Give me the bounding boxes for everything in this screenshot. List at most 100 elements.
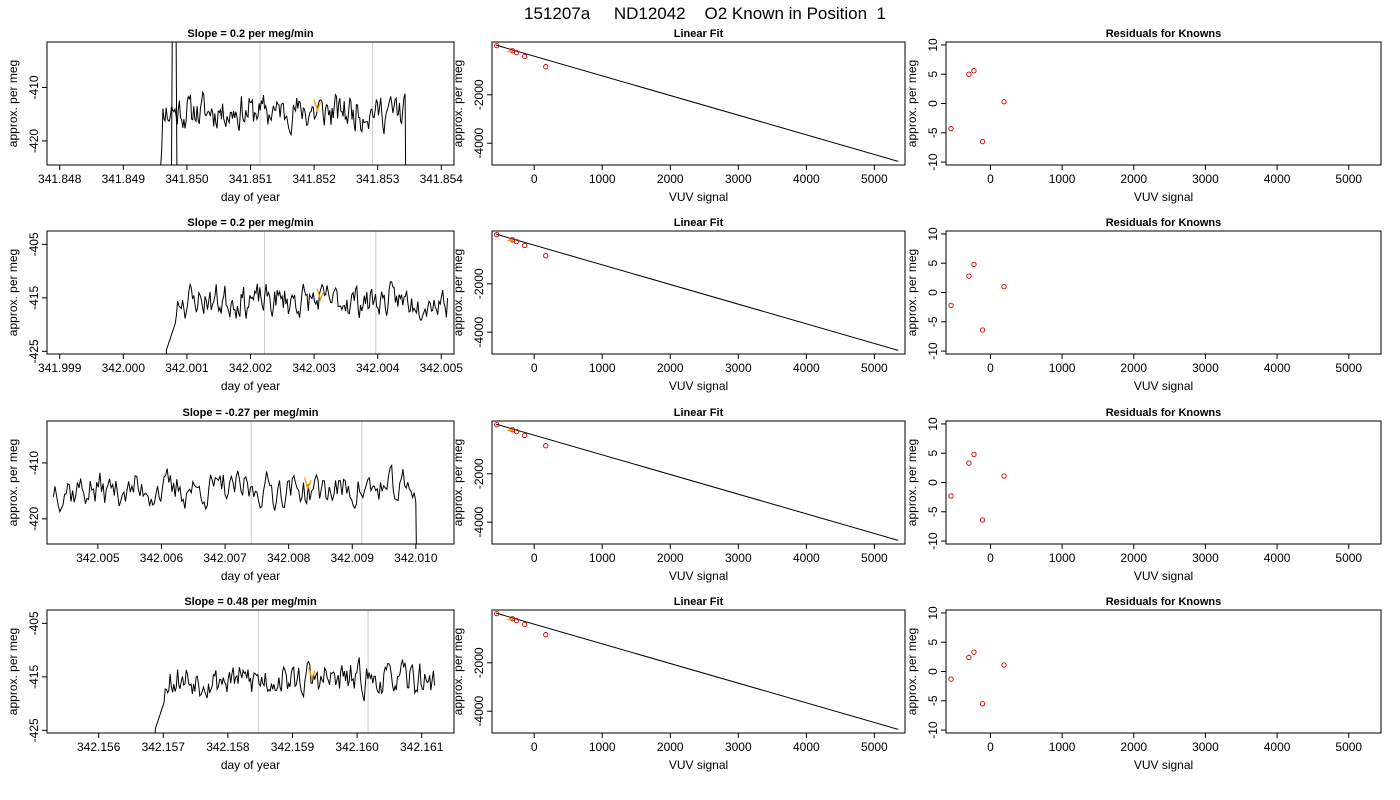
data-point (494, 610, 500, 617)
x-tick-label: 342.160 (335, 740, 379, 754)
x-tick-label: 0 (987, 740, 994, 754)
data-point (522, 621, 528, 628)
data-point (522, 242, 528, 249)
residual-point (979, 327, 986, 333)
residual-point (1001, 473, 1007, 479)
residual-point (948, 493, 954, 499)
y-tick-label: 10 (926, 417, 940, 431)
x-tick-label: 1000 (589, 740, 616, 754)
residual-point (979, 138, 986, 145)
panel-title: Slope = 0.48 per meg/min (184, 596, 317, 608)
highlight-trace (313, 99, 322, 113)
data-point (543, 253, 549, 259)
x-tick-label: 342.003 (292, 361, 336, 375)
x-tick-label: 3000 (725, 361, 752, 375)
data-point (543, 443, 549, 449)
x-tick-label: 2000 (657, 361, 684, 375)
panel-title: Residuals for Knowns (1106, 596, 1222, 608)
x-tick-label: 4000 (1264, 740, 1291, 754)
plot-area (494, 231, 899, 351)
x-tick-label: 5000 (861, 361, 888, 375)
y-tick-label: 0 (926, 100, 940, 107)
y-tick-label: 0 (926, 668, 940, 675)
x-tick-label: 342.156 (77, 740, 121, 754)
y-tick-label: -410 (27, 451, 41, 475)
x-tick-label: 2000 (1120, 740, 1147, 754)
y-axis-label: approx. per meg (6, 439, 20, 526)
x-tick-label: 5000 (861, 172, 888, 186)
x-tick-label: 5000 (1335, 361, 1362, 375)
x-tick-label: 342.005 (420, 361, 464, 375)
plot-frame (945, 609, 1382, 734)
data-point (513, 50, 520, 56)
x-tick-label: 341.850 (165, 172, 209, 186)
residual-point (966, 71, 972, 77)
y-tick-label: -4000 (472, 317, 486, 348)
data-point (522, 432, 528, 439)
y-tick-label: 10 (926, 606, 940, 620)
y-axis-label: approx. per meg (6, 628, 20, 715)
x-tick-label: 5000 (1335, 172, 1362, 186)
panel-title: Slope = -0.27 per meg/min (182, 407, 318, 419)
fit-line (495, 44, 899, 162)
plot-frame (945, 41, 1382, 166)
x-tick-label: 2000 (1120, 551, 1147, 565)
residual-point (948, 126, 954, 132)
residual-point (971, 68, 977, 74)
fit-line (495, 612, 899, 730)
plot-area (160, 42, 407, 165)
x-tick-label: 0 (987, 172, 994, 186)
x-tick-label: 342.007 (203, 551, 247, 565)
plot-frame (46, 420, 455, 545)
data-point (522, 53, 528, 60)
main-title: 151207a ND12042 O2 Known in Position 1 (524, 4, 886, 23)
x-tick-label: 1000 (1049, 551, 1076, 565)
y-tick-label: 0 (926, 479, 940, 486)
y-tick-label: 0 (926, 289, 940, 296)
x-tick-label: 342.157 (142, 740, 186, 754)
plot-area (948, 649, 1007, 707)
panel-title: Linear Fit (674, 217, 724, 229)
x-axis-label: day of year (221, 569, 280, 583)
y-axis-label: approx. per meg (451, 439, 465, 526)
panel-title: Residuals for Knowns (1106, 217, 1222, 229)
y-tick-label: -420 (27, 507, 41, 531)
panel-title: Residuals for Knowns (1106, 28, 1222, 40)
x-tick-label: 0 (531, 172, 538, 186)
plot-frame (46, 41, 455, 166)
y-tick-label: -410 (27, 75, 41, 99)
chart-panel-0-0: Slope = 0.2 per meg/min 341.848 341.849 341… (6, 28, 463, 204)
data-trace (52, 463, 417, 544)
chart-panel-3-2: Residuals for Knowns 0 1000 2000 3000 4000 500… (905, 596, 1382, 772)
y-axis-label: approx. per meg (905, 628, 919, 715)
chart-panel-3-1: Linear Fit 0 1000 2000 3000 4000 5000 -2000 -400… (451, 596, 906, 772)
x-tick-label: 4000 (793, 740, 820, 754)
x-tick-label: 2000 (657, 551, 684, 565)
x-axis-label: VUV signal (669, 190, 728, 204)
panel-title: Residuals for Knowns (1106, 407, 1222, 419)
x-tick-label: 0 (531, 551, 538, 565)
y-axis-label: approx. per meg (6, 60, 20, 147)
x-tick-label: 1000 (589, 551, 616, 565)
y-tick-label: -415 (27, 665, 41, 689)
x-tick-label: 342.001 (165, 361, 209, 375)
y-tick-label: -425 (27, 718, 41, 742)
y-tick-label: -10 (926, 153, 940, 171)
data-point (494, 42, 500, 49)
x-tick-label: 341.851 (229, 172, 273, 186)
x-axis-label: day of year (221, 190, 280, 204)
highlight-trace (316, 288, 325, 302)
x-tick-label: 342.006 (140, 551, 184, 565)
chart-panel-2-1: Linear Fit 0 1000 2000 3000 4000 5000 -2000 -400… (451, 407, 906, 583)
data-trace (160, 90, 407, 165)
residual-point (966, 654, 972, 661)
x-tick-label: 2000 (1120, 361, 1147, 375)
x-tick-label: 3000 (1192, 551, 1219, 565)
plot-area (165, 231, 449, 354)
y-tick-label: 10 (926, 38, 940, 52)
y-tick-label: -4000 (472, 696, 486, 727)
data-point (494, 231, 500, 238)
plot-frame (46, 230, 455, 355)
x-tick-label: 3000 (1192, 172, 1219, 186)
y-tick-label: 10 (926, 227, 940, 241)
